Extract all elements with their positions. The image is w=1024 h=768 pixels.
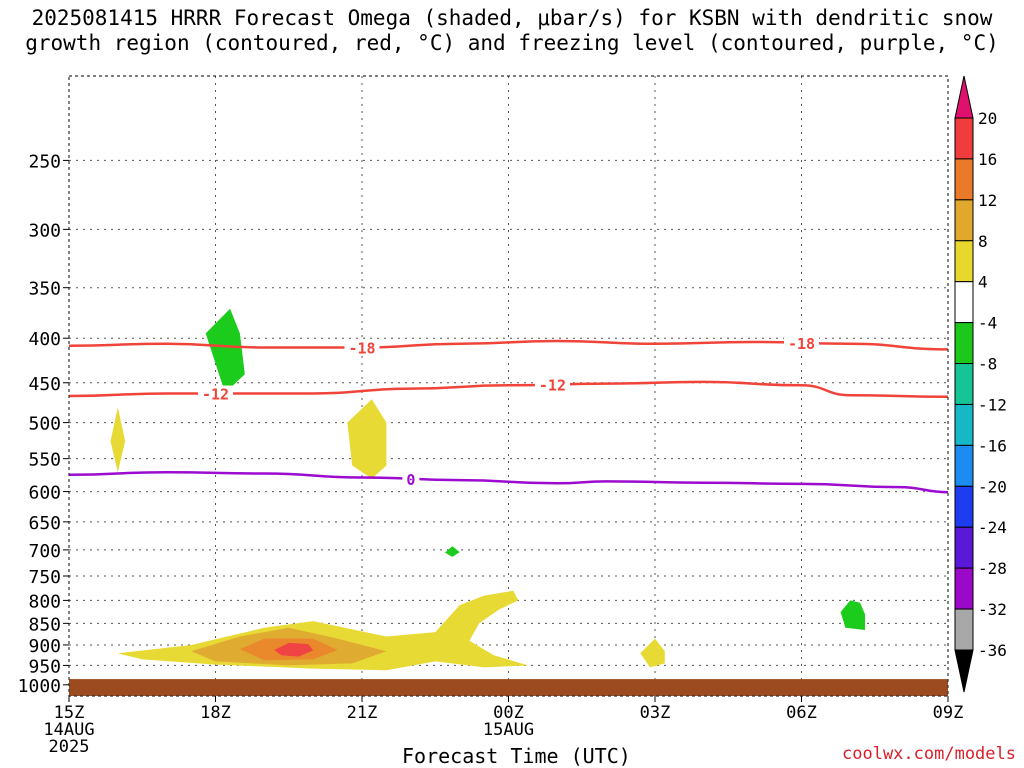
- contour-label: -12: [202, 386, 229, 404]
- colorbar-swatch: [954, 403, 974, 446]
- colorbar-label: -16: [978, 436, 1007, 455]
- omega-region-0: [205, 308, 245, 393]
- contour-lines: -18 -18 -12 -12 0: [68, 334, 949, 494]
- y-tick-label: 750: [28, 567, 61, 588]
- y-tick-label: 700: [28, 541, 61, 562]
- omega-region-2: [840, 600, 865, 630]
- y-tick-label: 350: [28, 279, 61, 300]
- x-tick-label: 15AUG: [483, 720, 534, 740]
- colorbar: 20 16 12 8 4 -4 -8 -12 -16 -20 -24 -28 -32 -36: [954, 75, 1007, 693]
- colorbar-swatch: [954, 444, 974, 487]
- colorbar-swatch: [954, 158, 974, 201]
- colorbar-label: 8: [978, 232, 988, 251]
- chart-title: 2025081415 HRRR Forecast Omega (shaded, …: [0, 6, 1024, 56]
- contour-label: -18: [348, 340, 375, 358]
- colorbar-swatch: [954, 322, 974, 365]
- contour-label: -18: [788, 335, 815, 353]
- x-tick-label: 06Z: [786, 703, 817, 723]
- contour-line-0: [68, 470, 949, 494]
- x-tick-label: 14AUG: [43, 720, 94, 740]
- y-tick-label: 800: [28, 591, 61, 612]
- contour-label-bg: [402, 470, 420, 487]
- colorbar-label: -36: [978, 641, 1007, 660]
- x-tick-label: 2025: [49, 737, 90, 757]
- title-line-1: 2025081415 HRRR Forecast Omega (shaded, …: [31, 6, 993, 30]
- colorbar-label: -12: [978, 395, 1007, 414]
- title-line-2: growth region (contoured, red, °C) and f…: [25, 31, 999, 55]
- contour-label-bg: [534, 376, 570, 393]
- x-tick-label: 00Z: [493, 703, 524, 723]
- colorbar-swatch: [954, 117, 974, 160]
- y-tick-label: 600: [28, 483, 61, 504]
- colorbar-swatch: [954, 526, 974, 569]
- omega-shaded-regions: [110, 308, 865, 671]
- colorbar-bottom-cap: [954, 649, 974, 693]
- colorbar-label: -8: [978, 355, 997, 374]
- colorbar-label: 12: [978, 191, 997, 210]
- contour-label-bg: [784, 334, 819, 351]
- colorbar-label: 16: [978, 150, 997, 169]
- omega-region-5: [640, 638, 665, 668]
- ground-rect: [69, 679, 948, 696]
- colorbar-swatch: [954, 608, 974, 651]
- x-axis-title: Forecast Time (UTC): [402, 744, 631, 768]
- credit-link[interactable]: coolwx.com/models: [842, 744, 1016, 764]
- y-tick-label: 300: [28, 220, 61, 241]
- contour-label-bg: [344, 339, 380, 356]
- x-tick-label: 03Z: [640, 703, 671, 723]
- y-tick-label: 450: [28, 374, 61, 395]
- y-tick-label: 500: [28, 414, 61, 435]
- contour-label-bg: [198, 385, 233, 402]
- x-tick-label: 15Z: [54, 703, 85, 723]
- colorbar-swatch: [954, 567, 974, 610]
- y-tick-label: 1000: [18, 676, 61, 697]
- y-tick-label: 400: [28, 329, 61, 350]
- y-tick-label: 900: [28, 636, 61, 657]
- omega-region-4: [347, 399, 387, 479]
- colorbar-swatch: [954, 281, 974, 324]
- omega-region-9: [274, 642, 314, 657]
- y-axis-ticks: 2503003504004505005506006507007508008509…: [18, 151, 69, 697]
- colorbar-label: -4: [978, 314, 997, 333]
- x-tick-label: 09Z: [933, 703, 964, 723]
- contour-label: -12: [539, 377, 566, 395]
- y-tick-label: 850: [28, 614, 61, 635]
- y-tick-label: 550: [28, 450, 61, 471]
- colorbar-label: -24: [978, 518, 1007, 537]
- colorbar-label: -20: [978, 477, 1007, 496]
- contour-label: 0: [406, 471, 415, 489]
- colorbar-swatch: [954, 485, 974, 528]
- x-tick-label: 18Z: [200, 703, 231, 723]
- x-tick-label: 21Z: [347, 703, 378, 723]
- ground-layer: [69, 679, 948, 696]
- colorbar-label: -32: [978, 600, 1007, 619]
- colorbar-swatch: [954, 240, 974, 283]
- omega-region-3: [110, 407, 126, 473]
- colorbar-swatch: [954, 199, 974, 242]
- colorbar-label: 20: [978, 109, 997, 128]
- y-tick-label: 650: [28, 513, 61, 534]
- colorbar-top-cap: [954, 75, 974, 119]
- y-tick-label: 250: [28, 151, 61, 172]
- colorbar-label: -28: [978, 559, 1007, 578]
- y-tick-label: 950: [28, 656, 61, 677]
- omega-region-1: [445, 546, 460, 557]
- colorbar-swatch: [954, 363, 974, 405]
- colorbar-label: 4: [978, 273, 988, 292]
